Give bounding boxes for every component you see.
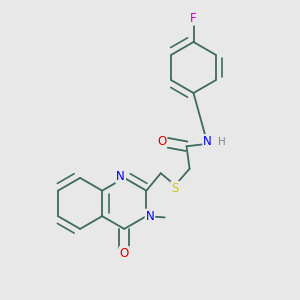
Text: O: O — [120, 247, 129, 260]
Text: N: N — [116, 170, 125, 183]
Text: O: O — [157, 135, 166, 148]
Text: N: N — [146, 210, 154, 223]
Text: H: H — [218, 137, 226, 147]
Text: F: F — [190, 12, 197, 25]
Text: S: S — [172, 182, 179, 195]
Text: N: N — [203, 135, 212, 148]
